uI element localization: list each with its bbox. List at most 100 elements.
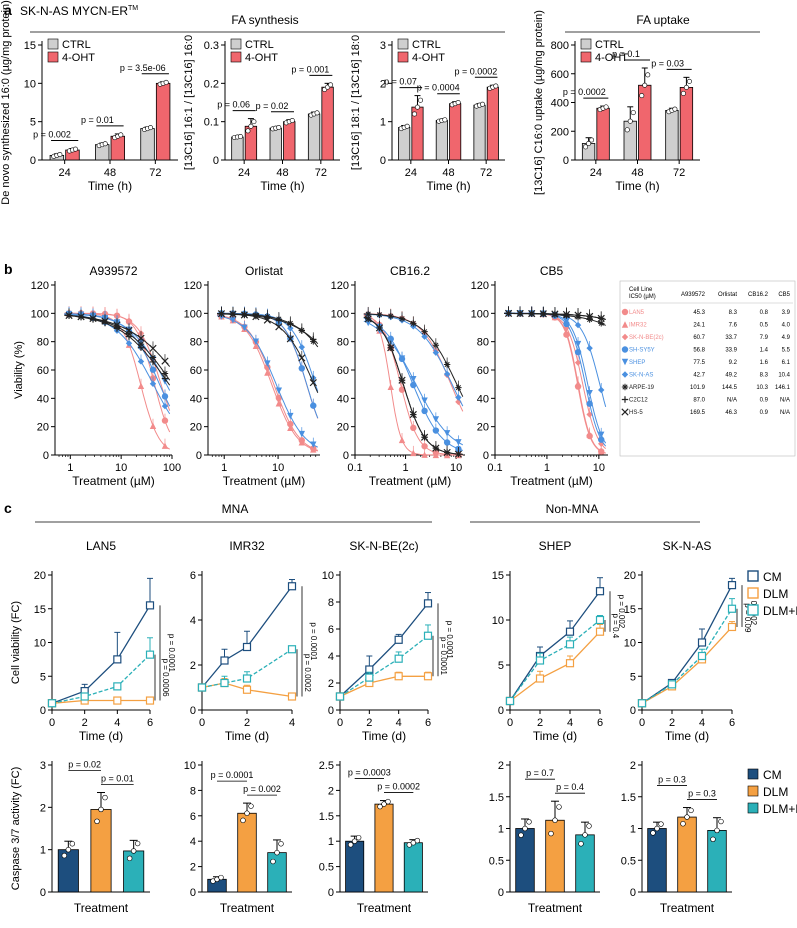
legend-bar-swatch	[747, 768, 759, 780]
d4-data-point	[552, 817, 558, 823]
d1-data-point	[126, 855, 133, 862]
d3-p-value: p = 0.0002	[377, 782, 420, 792]
b3-x-tick-label: 1	[402, 462, 408, 474]
d5-data-point	[718, 818, 724, 825]
d3-y-tick-label: 2	[328, 785, 334, 797]
d4-data-point	[578, 841, 584, 847]
a1-legend-label: CTRL	[62, 39, 91, 51]
c2-line-dlm-fa	[201, 648, 293, 689]
ic50-table-value: 0.9	[760, 410, 769, 416]
d2-y-tick-label: 0	[190, 887, 196, 899]
b3-plot: 0.1 1 10 CB16.2 Treatment (µM)	[347, 264, 465, 488]
b4-marker-hs-5	[562, 310, 571, 319]
b1-marker-sh-sy5y	[161, 393, 169, 400]
d3-y-tick-label: 1	[328, 836, 334, 848]
ic50-table-header: Cell Line	[629, 287, 653, 293]
legend-bar-swatch	[747, 785, 759, 797]
b3-x-label: Treatment (µM)	[369, 474, 451, 488]
a3-bar-ctrl	[473, 104, 486, 161]
d5-bar-dlm	[677, 816, 697, 893]
c3-line-dlm	[339, 675, 428, 698]
a2-bar-ctrl	[269, 127, 282, 161]
c3-marker	[335, 692, 345, 701]
ic50-table-value: 33.9	[725, 348, 737, 354]
d5-p-value: p = 0.3	[688, 789, 716, 799]
ic50-table-header: CB16.2	[748, 292, 769, 298]
ic50-table-value: 49.2	[725, 373, 737, 379]
ic50-table-value: N/A	[727, 398, 737, 404]
panel-b-letter: b	[4, 261, 13, 277]
b2-marker-shep	[310, 441, 317, 448]
a3-data-point	[480, 101, 486, 107]
a4-data-point	[589, 137, 595, 143]
a3-bar-ctrl	[398, 127, 411, 161]
b4-marker-shep	[598, 431, 605, 439]
a4-legend-swatch	[580, 51, 592, 63]
a4-data-point	[583, 144, 589, 150]
c5-line-dlm	[641, 626, 733, 704]
c1-x-tick-label: 6	[147, 717, 153, 729]
d2-y-tick-label: 10	[184, 760, 196, 772]
c1-y-label: Cell viability (FC)	[10, 601, 22, 684]
b3-marker-imr32	[398, 436, 406, 444]
a1-bar-4-oht	[110, 135, 126, 161]
ic50-table-value: 1.6	[760, 360, 769, 366]
c5-marker	[697, 651, 707, 661]
a2-y-tick-label: 0	[213, 155, 219, 167]
b3-y-axis: 0 20 40 60 80 100 120	[331, 280, 356, 462]
ic50-table-value: 45.3	[693, 310, 705, 316]
ic50-table-value: 0.9	[760, 398, 769, 404]
a2-data-point	[276, 124, 282, 130]
b2-marker-shep	[241, 324, 248, 332]
b1-marker-hs-5	[101, 317, 109, 325]
d4-bar-cm	[515, 828, 535, 893]
a2-bar-4-oht	[321, 86, 334, 161]
a1-p-value: p = 0.002	[33, 130, 71, 140]
c2-y-tick-label: 2	[190, 660, 196, 672]
b4-marker-sk-n-as	[574, 321, 582, 329]
d4-y-axis: 0 0.5 1 1.5 2	[489, 760, 511, 899]
b4-y-tick-label: 100	[471, 308, 489, 320]
c5-marker	[637, 699, 647, 708]
b1-plot: 1 10 100 A939572 Treatment (µM)	[55, 264, 181, 488]
ic50-table-marker	[621, 408, 629, 416]
b4-marker-hs-5	[551, 310, 559, 318]
b3-marker-arpe-19	[387, 312, 394, 320]
c4-marker	[565, 640, 575, 649]
c5-line-cm	[641, 584, 733, 704]
a1-y-label: De novo synthesized 16:0 (µg/mg protein)	[0, 0, 12, 204]
b2-marker-hs-5	[298, 354, 306, 362]
b3-marker-shep	[365, 319, 372, 327]
a1-data-point	[102, 141, 108, 147]
c4-y-axis: 0 5 10 15	[492, 570, 511, 717]
d5-y-tick-label: 0.5	[621, 855, 636, 867]
ic50-table-value: 8.3	[760, 373, 769, 379]
b2-marker-hs-5	[309, 379, 317, 387]
d2-y-tick-label: 6	[190, 811, 196, 823]
c1-marker	[145, 696, 155, 705]
a1-legend-label: 4-OHT	[62, 52, 95, 64]
ic50-table-marker	[621, 346, 629, 353]
b4-title: CB5	[540, 264, 564, 278]
c1-title: LAN5	[86, 539, 116, 553]
ic50-table-value: 9.2	[729, 360, 738, 366]
d1-data-point	[130, 848, 137, 854]
a3-y-label: [13C16] 18:1 / [13C16] 18:0	[350, 35, 362, 170]
legend-line-label: DLM+FA	[763, 604, 797, 618]
c5-marker	[727, 581, 737, 590]
b2-y-tick-label: 20	[190, 422, 202, 434]
d1-data-point	[134, 840, 141, 847]
b2-marker-imr32	[252, 342, 260, 349]
d3-data-point	[377, 803, 383, 810]
c3-y-tick-label: 2	[328, 678, 334, 690]
c1-marker	[145, 601, 155, 610]
b4-marker-hs-5	[539, 310, 547, 318]
a1-x-tick-label: 48	[104, 167, 116, 179]
legend-bar-swatch	[747, 802, 759, 814]
d2-data-point	[248, 803, 254, 809]
b3-marker-arpe-19	[455, 384, 462, 391]
d2-p-value: p = 0.002	[243, 784, 281, 794]
a4-data-point	[686, 78, 692, 84]
